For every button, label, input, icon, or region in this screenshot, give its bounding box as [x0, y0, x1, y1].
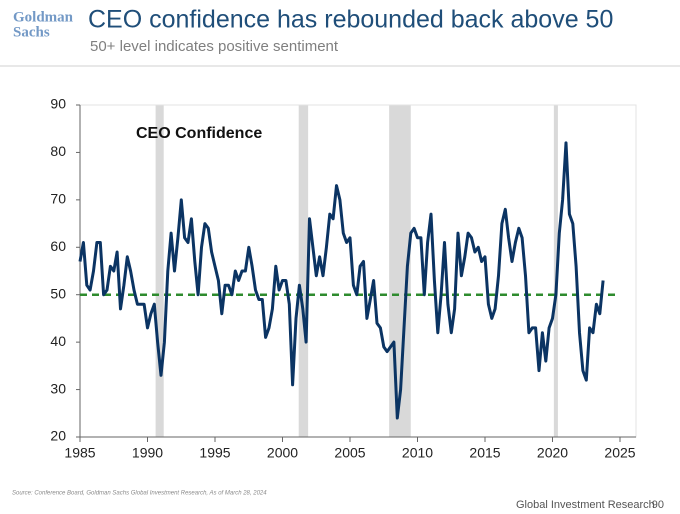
recession-shade [155, 105, 164, 437]
y-tick-label: 70 [50, 191, 66, 207]
x-tick-label: 2025 [604, 445, 635, 461]
x-tick-label: 2015 [469, 445, 500, 461]
x-tick-label: 1985 [64, 445, 95, 461]
y-tick-label: 60 [50, 238, 66, 254]
page-number: 90 [652, 499, 664, 511]
chart-title: CEO confidence has rebounded back above … [88, 6, 613, 34]
logo: Sachs [13, 24, 50, 40]
y-tick-label: 20 [50, 428, 66, 444]
data-line [78, 141, 605, 420]
y-tick-label: 80 [50, 143, 66, 159]
x-tick-label: 1995 [199, 445, 230, 461]
y-tick-label: 50 [50, 285, 66, 301]
x-tick-label: 2005 [334, 445, 365, 461]
logo: Goldman [13, 9, 74, 25]
chart-subtitle: 50+ level indicates positive sentiment [90, 38, 339, 55]
x-tick-label: 2010 [402, 445, 433, 461]
footer-brand: Global Investment Research [516, 499, 655, 511]
x-tick-label: 1990 [132, 445, 163, 461]
x-tick-label: 2000 [267, 445, 298, 461]
recession-shade [298, 105, 309, 437]
source: Source: Conference Board, Goldman Sachs … [12, 491, 267, 497]
y-tick-label: 90 [50, 96, 66, 112]
series-label: CEO Confidence [136, 125, 262, 142]
y-tick-label: 30 [50, 380, 66, 396]
x-tick-label: 2020 [537, 445, 568, 461]
y-tick-label: 40 [50, 333, 66, 349]
